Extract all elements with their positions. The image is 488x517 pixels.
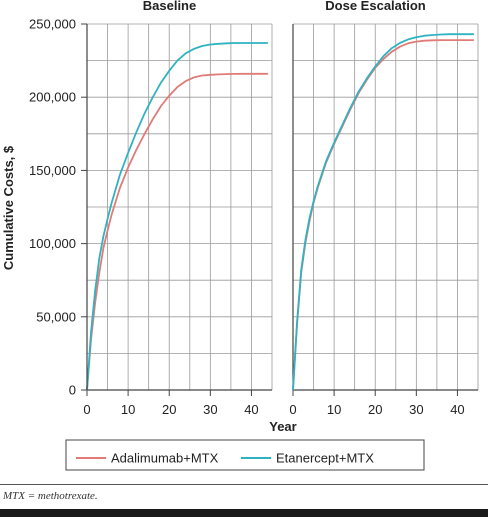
- x-tick-label: 10: [121, 402, 135, 417]
- x-tick-label: 40: [244, 402, 258, 417]
- panel-dose-escalation: Dose Escalation 0 10 20 30 40: [289, 0, 479, 417]
- series-line-etanercept-mtx: [86, 42, 268, 391]
- series-line-adalimumab-mtx: [292, 39, 474, 391]
- y-tick-label: 250,000: [29, 17, 76, 32]
- series-line-etanercept-mtx: [292, 33, 474, 391]
- y-tick-label: 50,000: [36, 309, 76, 324]
- y-tick-label: 100,000: [29, 236, 76, 251]
- x-tick-label: 20: [162, 402, 176, 417]
- panel-title: Dose Escalation: [325, 0, 425, 13]
- footnote-divider: [0, 484, 488, 485]
- y-tick-label: 0: [69, 383, 76, 398]
- x-tick-label: 40: [450, 402, 464, 417]
- legend-label-adalimumab-mtx: Adalimumab+MTX: [111, 451, 219, 466]
- bottom-bar: [0, 509, 488, 517]
- x-tick-label: 10: [327, 402, 341, 417]
- panel-title: Baseline: [143, 0, 196, 13]
- footnote: MTX = methotrexate.: [3, 490, 98, 502]
- y-tick-label: 200,000: [29, 90, 76, 105]
- x-axis-label: Year: [269, 419, 296, 434]
- legend-box: [65, 439, 425, 471]
- legend: Adalimumab+MTX Etanercept+MTX: [65, 439, 425, 471]
- cumulative-costs-chart: Baseline 0 10 20 30 40 Dose Escalation 0 10 20 30 4…: [1, 0, 479, 471]
- y-tick-label: 150,000: [29, 163, 76, 178]
- y-axis-label: Cumulative Costs, $: [1, 145, 16, 270]
- x-tick-label: 20: [368, 402, 382, 417]
- panel-baseline: Baseline 0 10 20 30 40: [83, 0, 273, 417]
- x-tick-label: 30: [409, 402, 423, 417]
- x-tick-label: 0: [83, 402, 90, 417]
- legend-label-etanercept-mtx: Etanercept+MTX: [276, 451, 374, 466]
- chart-panels: Baseline 0 10 20 30 40 Dose Escalation 0 10 20 30 4…: [83, 0, 479, 417]
- y-axis: 0 50,000 100,000 150,000 200,000 250,000: [29, 17, 88, 398]
- grid: [292, 23, 479, 391]
- x-tick-label: 0: [289, 402, 296, 417]
- series-line-adalimumab-mtx: [86, 72, 268, 391]
- x-tick-label: 30: [203, 402, 217, 417]
